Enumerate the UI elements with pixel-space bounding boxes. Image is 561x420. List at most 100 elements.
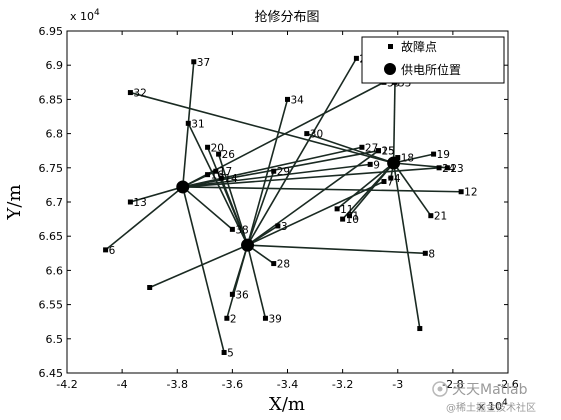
fault-label: 30 bbox=[310, 129, 323, 141]
fault-marker bbox=[347, 213, 353, 219]
fault-marker bbox=[127, 199, 133, 205]
y-multiplier-exponent: 4 bbox=[94, 8, 100, 18]
fault-label: 10 bbox=[346, 214, 359, 226]
connection-line bbox=[392, 82, 396, 164]
fault-marker bbox=[381, 178, 387, 184]
fault-label: 12 bbox=[464, 187, 477, 199]
fault-label: 32 bbox=[133, 88, 146, 100]
y-axis-label: Y/m bbox=[4, 184, 25, 220]
connection-line bbox=[206, 146, 249, 246]
legend-label-fault: 故障点 bbox=[401, 39, 437, 54]
y-multiplier: x 104 bbox=[70, 8, 100, 23]
fault-label: 8 bbox=[428, 248, 435, 260]
x-tick-label: -3.8 bbox=[167, 378, 188, 391]
fault-label: 6 bbox=[109, 245, 116, 257]
connection-line bbox=[130, 186, 183, 203]
fault-marker bbox=[205, 144, 211, 150]
fault-label: 17 bbox=[219, 166, 232, 178]
fault-label: 7 bbox=[387, 176, 394, 188]
fault-marker bbox=[218, 175, 224, 181]
fault-marker bbox=[271, 261, 277, 267]
connection-line bbox=[231, 244, 249, 295]
watermark-logo-dot bbox=[437, 386, 443, 392]
fault-marker bbox=[224, 315, 230, 321]
y-tick-label: 6.45 bbox=[39, 367, 64, 380]
y-tick-label: 6.85 bbox=[39, 93, 64, 106]
fault-label: 3 bbox=[281, 221, 288, 233]
fault-label: 28 bbox=[277, 259, 290, 271]
x-tick-label: -3 bbox=[392, 378, 403, 391]
fault-marker bbox=[417, 326, 423, 332]
fault-marker bbox=[271, 168, 277, 174]
fault-label: 24 bbox=[442, 163, 456, 175]
fault-point-labels: 1234567891011121314151617181920212223242… bbox=[109, 53, 478, 359]
connection-line bbox=[393, 153, 434, 164]
legend-box bbox=[361, 36, 505, 84]
connection-line bbox=[246, 99, 289, 246]
y-tick-label: 6.5 bbox=[46, 333, 64, 346]
legend: 故障点 供电所位置 bbox=[361, 36, 505, 84]
fault-marker bbox=[428, 213, 434, 219]
fault-label: 31 bbox=[191, 118, 204, 130]
connection-line bbox=[149, 244, 248, 289]
y-tick-label: 6.75 bbox=[39, 162, 64, 175]
watermark-sub: @稀土掘金技术社区 bbox=[446, 401, 536, 414]
connection-line bbox=[246, 244, 267, 319]
fault-label: 4 bbox=[394, 173, 401, 185]
y-tick-label: 6.95 bbox=[39, 25, 64, 38]
fault-label: 14 bbox=[224, 173, 238, 185]
watermark-logo-icon bbox=[432, 381, 448, 397]
x-multiplier-exponent: 4 bbox=[502, 398, 508, 408]
y-tick-label: 6.8 bbox=[46, 128, 64, 141]
plot-area bbox=[66, 30, 509, 374]
x-multiplier: x 104 bbox=[478, 398, 508, 413]
y-tick-label: 6.7 bbox=[46, 196, 64, 209]
fault-marker bbox=[221, 349, 227, 355]
connection-line bbox=[182, 146, 363, 188]
fault-label: 27 bbox=[365, 142, 378, 154]
fault-marker bbox=[185, 120, 191, 126]
x-tick-label: -4.2 bbox=[56, 378, 77, 391]
x-tick-label: -4 bbox=[117, 378, 128, 391]
fault-label: 34 bbox=[291, 94, 305, 106]
fault-label: 21 bbox=[434, 211, 447, 223]
connection-line bbox=[247, 180, 385, 246]
x-tick-label: -2.6 bbox=[497, 378, 518, 391]
station-marker bbox=[176, 180, 190, 194]
fault-label: 9 bbox=[373, 159, 380, 171]
fault-marker bbox=[422, 250, 428, 256]
x-tick-label: -3.2 bbox=[332, 378, 353, 391]
fault-label: 26 bbox=[222, 149, 236, 161]
fault-marker bbox=[367, 161, 373, 167]
fault-marker bbox=[359, 144, 365, 150]
legend-label-station: 供电所位置 bbox=[401, 62, 461, 77]
connection-line bbox=[246, 57, 358, 246]
y-tick-label: 6.9 bbox=[46, 59, 64, 72]
legend-circle-marker bbox=[384, 63, 396, 75]
fault-marker bbox=[444, 165, 450, 171]
fault-label: 37 bbox=[197, 57, 210, 69]
fault-label: 1 bbox=[353, 211, 360, 223]
connection-line bbox=[306, 132, 394, 164]
fault-label: 20 bbox=[211, 142, 224, 154]
fault-label: 13 bbox=[133, 197, 146, 209]
fault-marker bbox=[458, 189, 464, 195]
fault-marker bbox=[375, 148, 381, 154]
fault-marker bbox=[304, 131, 310, 137]
station-points bbox=[176, 156, 401, 252]
fault-marker bbox=[334, 206, 340, 212]
legend-square-marker bbox=[388, 44, 393, 49]
fault-points bbox=[103, 55, 464, 355]
station-marker bbox=[387, 156, 401, 170]
fault-marker bbox=[395, 155, 401, 161]
fault-label: 2 bbox=[230, 313, 237, 325]
connection-line bbox=[392, 162, 432, 217]
fault-marker bbox=[191, 59, 197, 65]
axis-ticks bbox=[66, 30, 509, 374]
fault-marker bbox=[216, 151, 222, 157]
connection-line bbox=[247, 150, 379, 246]
fault-label: 16 bbox=[211, 170, 225, 182]
x-tick-label: -3.6 bbox=[222, 378, 243, 391]
fault-label: 15 bbox=[381, 146, 394, 158]
fault-label: 39 bbox=[268, 313, 281, 325]
